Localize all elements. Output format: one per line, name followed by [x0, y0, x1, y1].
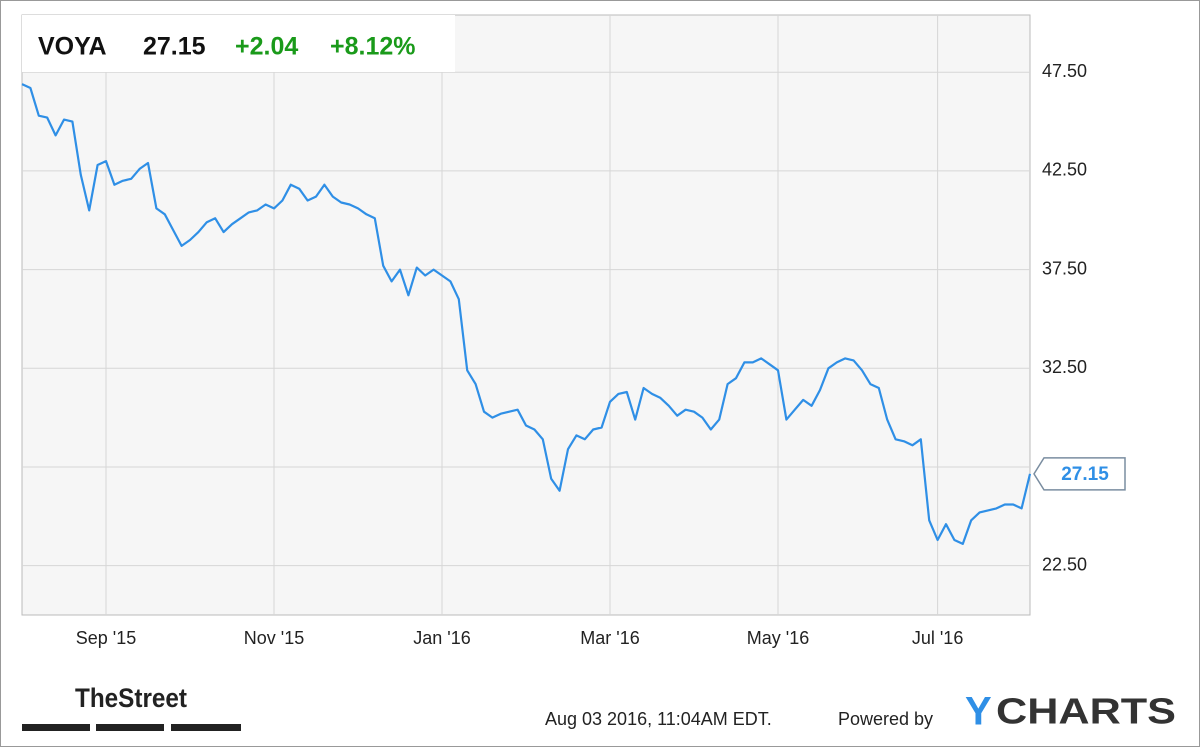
change: +2.04	[235, 33, 298, 61]
logo-bar	[22, 724, 90, 731]
quote-box	[22, 15, 455, 72]
last-value-callout	[1033, 457, 1126, 491]
last-value-label: 27.15	[1061, 464, 1109, 485]
logo-bar	[96, 724, 164, 731]
price-line	[21, 83, 1032, 545]
x-tick-label: Jan '16	[413, 628, 470, 648]
timestamp: Aug 03 2016, 11:04AM EDT.	[545, 709, 772, 729]
logo-bar	[171, 724, 241, 731]
y-tick-label: 22.50	[1042, 554, 1087, 574]
plot-area	[21, 14, 1031, 616]
brand-y: Y	[965, 690, 992, 734]
y-tick-label: 32.50	[1042, 357, 1087, 377]
marks: 27.15	[21, 83, 1126, 545]
x-tick-label: May '16	[747, 628, 809, 648]
symbol: VOYA	[38, 33, 107, 61]
y-tick-label: 37.50	[1042, 258, 1087, 278]
powered-by: Powered by	[838, 709, 933, 729]
x-tick-label: Mar '16	[580, 628, 639, 648]
x-tick-label: Sep '15	[76, 628, 137, 648]
x-tick-label: Nov '15	[244, 628, 304, 648]
source-logo: TheStreet	[75, 683, 187, 713]
change-percent: +8.12%	[330, 33, 416, 61]
y-tick-label: 47.50	[1042, 61, 1087, 81]
price: 27.15	[143, 33, 206, 61]
x-tick-label: Jul '16	[912, 628, 963, 648]
y-tick-label: 42.50	[1042, 160, 1087, 180]
brand-rest: CHARTS	[996, 691, 1176, 732]
